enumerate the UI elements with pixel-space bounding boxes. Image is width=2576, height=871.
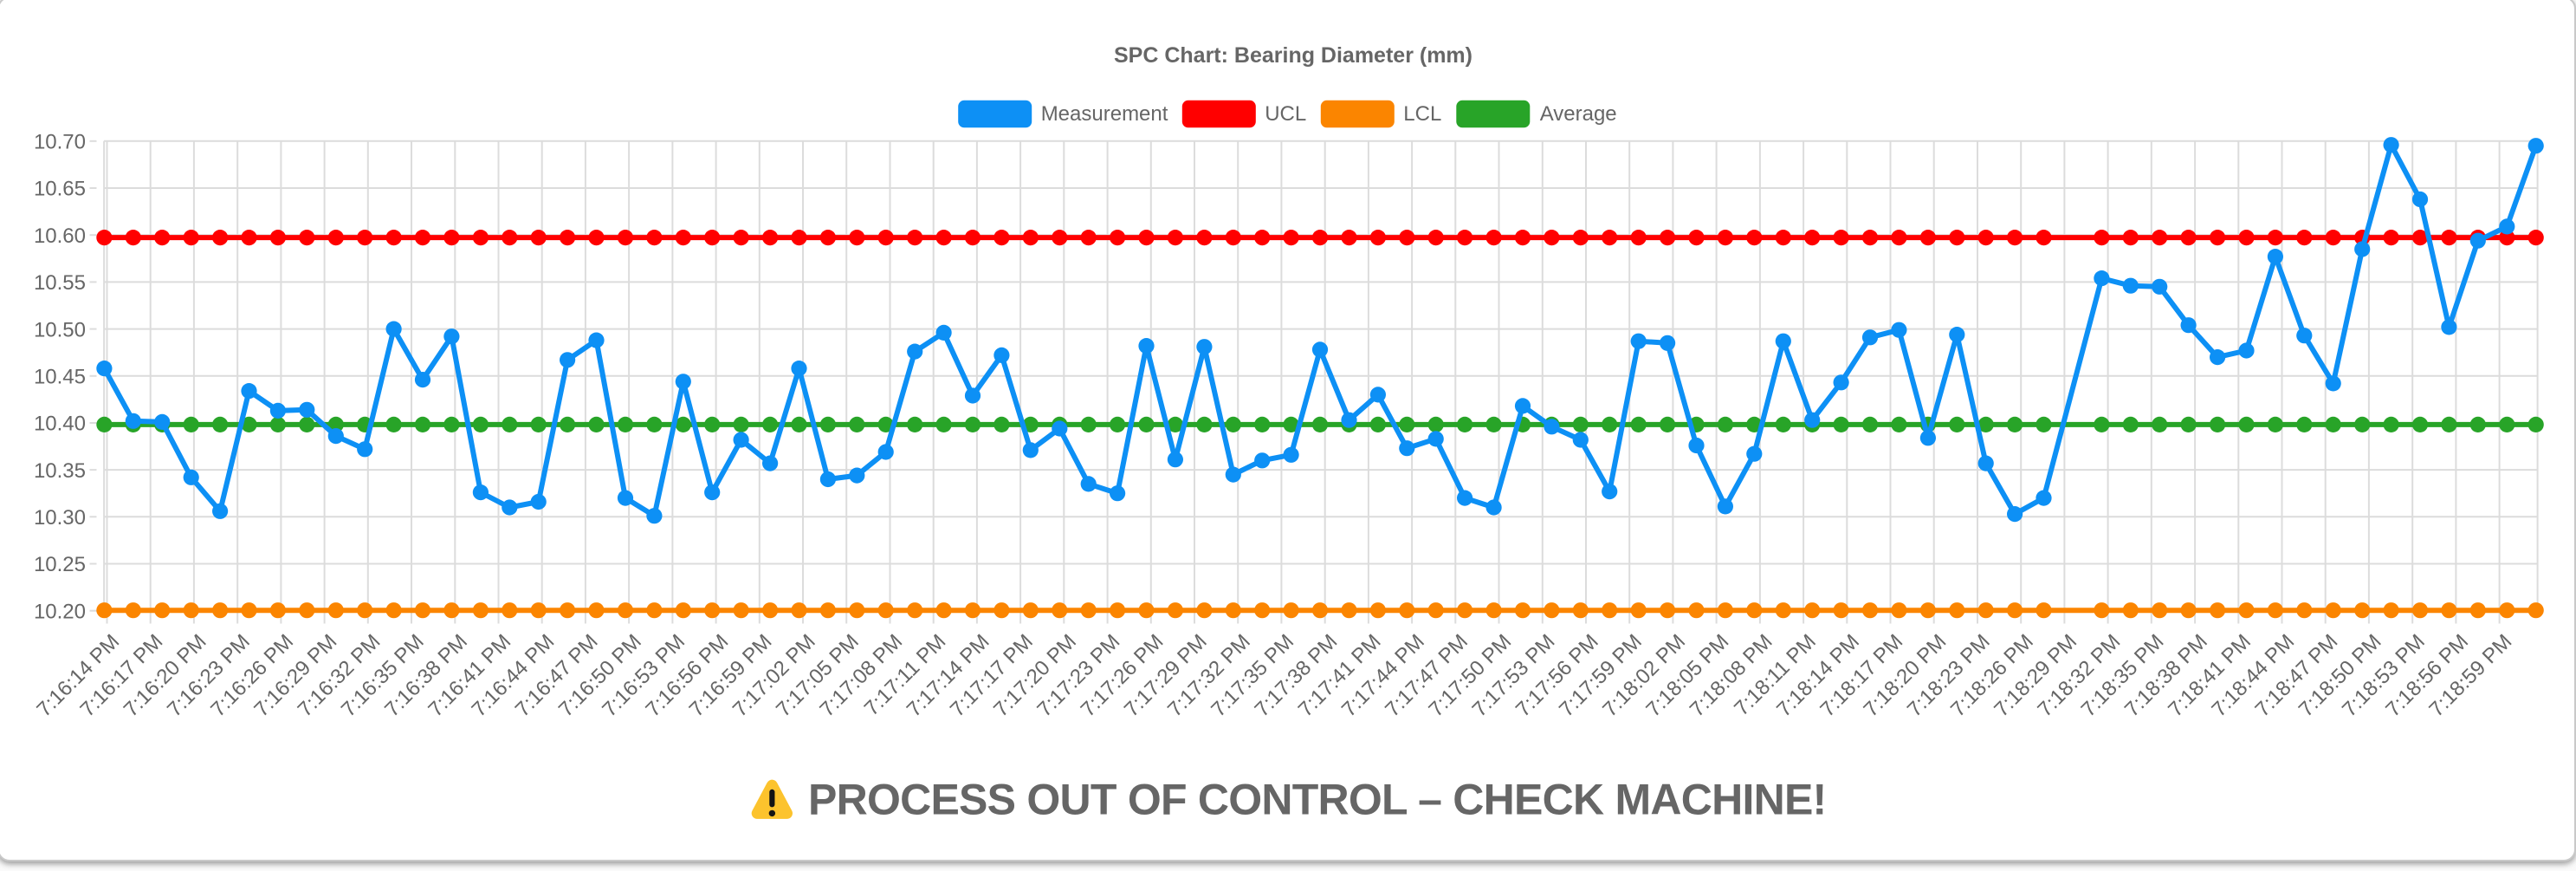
svg-text:10.65: 10.65 [34,178,86,201]
svg-text:10.45: 10.45 [34,366,86,389]
svg-text:Measurement: Measurement [1041,102,1168,126]
svg-text:Average: Average [1540,102,1617,126]
svg-text:LCL: LCL [1403,102,1441,126]
svg-text:PROCESS OUT OF CONTROL – CHECK: PROCESS OUT OF CONTROL – CHECK MACHINE! [808,775,1826,823]
svg-text:10.40: 10.40 [34,413,86,436]
svg-text:SPC Chart: Bearing Diameter (m: SPC Chart: Bearing Diameter (mm) [1114,43,1472,68]
svg-text:10.70: 10.70 [34,131,86,154]
svg-text:10.60: 10.60 [34,224,86,248]
svg-text:10.35: 10.35 [34,459,86,483]
svg-text:10.55: 10.55 [34,271,86,295]
svg-text:10.50: 10.50 [34,318,86,341]
svg-text:10.25: 10.25 [34,553,86,576]
svg-text:10.20: 10.20 [34,600,86,623]
svg-text:10.30: 10.30 [34,506,86,530]
svg-text:UCL: UCL [1265,102,1306,126]
